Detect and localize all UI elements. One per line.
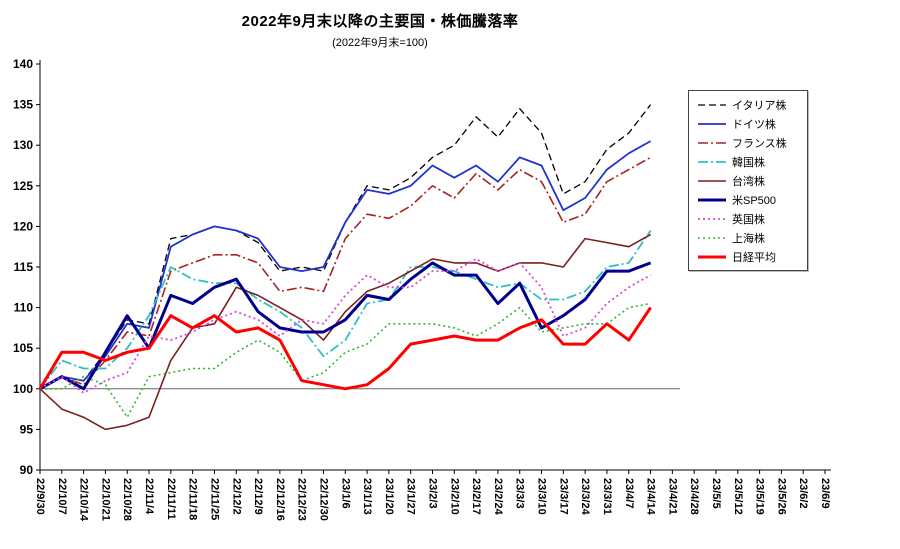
- x-tick-label: 23/1/20: [383, 478, 395, 515]
- x-tick-label: 22/11/11: [165, 478, 177, 520]
- x-tick-label: 23/4/28: [688, 478, 700, 515]
- y-tick-label: 105: [13, 341, 33, 355]
- y-tick-label: 115: [14, 260, 34, 274]
- x-tick-label: 23/3/24: [579, 478, 591, 516]
- series-line-6: [39, 257, 652, 394]
- x-tick-label: 23/4/14: [645, 478, 657, 516]
- legend-label: 台湾株: [732, 176, 765, 188]
- x-tick-label: 23/6/9: [819, 478, 831, 509]
- x-tick-label: 23/2/24: [492, 478, 504, 516]
- x-tick-label: 22/9/30: [34, 478, 46, 515]
- y-tick-label: 95: [20, 422, 34, 436]
- x-tick-label: 23/2/3: [427, 478, 439, 509]
- y-tick-label: 110: [14, 301, 34, 315]
- legend-item-6: 英国株: [697, 212, 801, 226]
- y-tick-label: 135: [13, 98, 33, 112]
- x-tick-label: 22/12/9: [252, 478, 264, 515]
- legend-label: イタリア株: [732, 100, 787, 112]
- series-line-1: [39, 140, 652, 390]
- series-line-5: [39, 261, 652, 391]
- legend-item-8: 日経平均: [697, 250, 801, 264]
- chart-title: 2022年9月末以降の主要国・株価騰落率: [241, 13, 519, 30]
- legend-line-sample: [698, 255, 726, 259]
- legend-item-4: 台湾株: [697, 174, 801, 188]
- x-tick-label: 23/4/7: [623, 478, 635, 509]
- x-tick-label: 23/2/10: [448, 478, 460, 515]
- legend-label: 英国株: [732, 214, 765, 226]
- legend-item-7: 上海株: [697, 231, 801, 245]
- legend-label: 上海株: [732, 233, 765, 245]
- legend-label: 米SP500: [732, 195, 777, 207]
- legend-label: 韓国株: [732, 157, 765, 169]
- x-tick-label: 23/3/31: [601, 478, 613, 515]
- series-line-8: [38, 306, 652, 391]
- legend-item-3: 韓国株: [697, 155, 801, 169]
- x-tick-label: 23/3/10: [536, 478, 548, 515]
- series-line-2: [39, 156, 651, 390]
- series-line-3: [39, 229, 652, 390]
- x-tick-label: 22/10/21: [99, 478, 111, 521]
- legend-line-sample: [698, 218, 726, 220]
- y-tick-label: 90: [20, 463, 34, 477]
- legend-item-2: フランス株: [697, 136, 801, 150]
- legend-line-sample: [698, 104, 726, 106]
- legend-line-sample: [698, 142, 726, 144]
- x-tick-label: 23/1/27: [405, 478, 417, 515]
- x-tick-label: 23/1/6: [339, 478, 351, 509]
- legend-item-1: ドイツ株: [697, 117, 801, 131]
- series-line-0: [39, 104, 652, 390]
- series-line-7: [40, 302, 651, 419]
- x-tick-label: 23/3/3: [514, 478, 526, 509]
- y-tick-label: 100: [13, 382, 33, 396]
- x-tick-label: 22/10/28: [121, 478, 133, 521]
- x-tick-label: 23/6/2: [797, 478, 809, 509]
- legend-label: フランス株: [732, 138, 787, 150]
- legend-line-sample: [698, 161, 726, 163]
- legend-label: ドイツ株: [732, 119, 776, 131]
- x-tick-label: 22/10/14: [78, 478, 90, 522]
- x-tick-label: 23/4/21: [666, 478, 678, 515]
- series-line-4: [39, 233, 651, 431]
- legend-label: 日経平均: [732, 252, 776, 264]
- x-tick-label: 22/12/30: [318, 478, 330, 521]
- legend-item-5: 米SP500: [697, 193, 801, 207]
- legend-line-sample: [698, 180, 726, 182]
- x-tick-label: 22/11/25: [208, 478, 220, 520]
- legend-line-sample: [698, 237, 726, 239]
- y-tick-label: 140: [13, 57, 33, 71]
- x-tick-label: 22/12/2: [230, 478, 242, 515]
- x-tick-label: 23/5/19: [754, 478, 766, 515]
- x-tick-label: 23/5/26: [775, 478, 787, 515]
- y-tick-label: 120: [13, 219, 33, 233]
- legend: イタリア株ドイツ株フランス株韓国株台湾株米SP500 英国株上海株日経平均: [688, 90, 808, 271]
- x-tick-label: 22/10/7: [56, 478, 68, 515]
- y-tick-label: 125: [13, 179, 33, 193]
- x-tick-label: 22/12/16: [274, 478, 286, 521]
- x-tick-label: 23/2/17: [470, 478, 482, 515]
- x-tick-label: 23/5/5: [710, 478, 722, 509]
- x-tick-label: 22/12/23: [296, 478, 308, 521]
- legend-line-sample: [698, 198, 726, 202]
- x-tick-label: 23/5/12: [732, 478, 744, 515]
- x-tick-label: 22/11/4: [143, 478, 155, 515]
- x-tick-label: 22/11/18: [187, 478, 199, 520]
- legend-item-0: イタリア株: [697, 98, 801, 112]
- x-tick-label: 23/1/13: [361, 478, 373, 515]
- chart-subtitle: (2022年9月末=100): [332, 37, 428, 49]
- x-tick-label: 23/3/17: [557, 478, 569, 515]
- y-tick-label: 130: [13, 138, 33, 152]
- legend-line-sample: [698, 123, 726, 125]
